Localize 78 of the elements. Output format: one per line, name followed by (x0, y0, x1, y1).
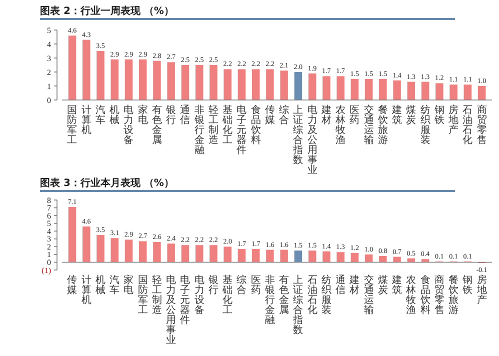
y-tick-label: 2 (47, 242, 51, 252)
x-tick-label: 传媒 (264, 105, 275, 126)
x-tick-label: 轻工制造 (152, 274, 162, 316)
x-tick-label: 电子元器件 (180, 274, 190, 326)
y-tick-label: 0 (47, 258, 51, 268)
x-tick-label: 交通运输 (364, 274, 374, 316)
x-tick-label: 建筑 (391, 104, 402, 126)
x-tick-label: 有色金属 (152, 104, 162, 146)
x-tick-label: 银行 (207, 275, 218, 296)
x-tick-label: 钢铁 (433, 105, 444, 126)
x-tick-label: 机械 (95, 274, 106, 296)
x-tick-label: 银行 (165, 105, 176, 126)
x-tick-label: 综合 (236, 274, 247, 296)
x-tick-label: 汽车 (95, 104, 106, 126)
x-tick-label: 商贸零售 (476, 104, 487, 146)
y-tick-label: 3 (47, 234, 51, 244)
x-tick-label: 食品饮料 (250, 104, 261, 146)
x-tick-label: 国防军工 (138, 275, 148, 316)
x-tick-label: 煤炭 (406, 104, 416, 126)
x-tick-label: 通信 (180, 104, 190, 126)
x-tick-label: 纺织服装 (321, 274, 332, 316)
x-tick-label: 电力及公用事业 (166, 274, 176, 346)
x-tick-label: 通信 (336, 274, 346, 296)
x-tick-label: 汽车 (110, 274, 120, 296)
x-tick-label: 国防军工 (67, 105, 78, 146)
y-tick-label: 6 (47, 211, 51, 220)
y-tick-label: 4 (47, 226, 51, 236)
x-tick-label: 轻工制造 (208, 104, 218, 146)
x-tick-label: 餐饮旅游 (376, 104, 388, 146)
x-tick-label: 商贸零售 (434, 274, 444, 316)
x-tick-label: 医药 (250, 275, 261, 296)
x-tick-label: 上证综合指数 (292, 104, 304, 166)
y-tick-label: 3 (47, 54, 51, 63)
x-tick-label: 建材 (348, 274, 360, 296)
x-tick-label: 家电 (124, 274, 134, 296)
y-tick-label: 4 (47, 40, 51, 49)
x-tick-label: 餐饮旅游 (448, 274, 459, 316)
y-tick-label: 1 (47, 82, 51, 91)
x-tick-label: 上证综合指数 (292, 274, 304, 336)
x-tick-label: 农林牧渔 (334, 105, 346, 146)
x-tick-label: 电力及公用事业 (307, 104, 318, 176)
x-tick-label: 基础化工 (222, 104, 233, 146)
x-tick-label: 石油石化 (462, 105, 473, 146)
x-tick-label: 房地产 (448, 104, 459, 136)
chart-title: 图表 2：行业一周表现 （%） (40, 5, 174, 17)
x-tick-label: 石油石化 (307, 275, 318, 316)
x-tick-label: 电子元器件 (236, 104, 247, 156)
x-tick-label: 农林牧渔 (405, 275, 416, 316)
x-tick-label: 基础化工 (222, 274, 233, 316)
x-tick-label: 非银行金融 (193, 104, 204, 156)
x-tick-label: 纺织服装 (420, 104, 430, 146)
y-tick-label: 2 (47, 68, 51, 77)
x-tick-label: 传媒 (67, 275, 78, 296)
x-tick-label: 房地产 (476, 274, 487, 306)
y-tick-label: 5 (47, 219, 51, 228)
x-tick-label: 计算机 (81, 104, 92, 136)
x-tick-label: 家电 (138, 104, 148, 126)
x-tick-label: 机械 (110, 104, 120, 126)
x-tick-label: 电力设备 (194, 274, 204, 316)
chart-title: 图表 3：行业本月表现 （%） (40, 177, 174, 189)
y-tick-label: 8 (47, 196, 51, 205)
x-tick-label: 建筑 (391, 274, 402, 296)
x-tick-label: 电力设备 (124, 104, 134, 146)
x-tick-label: 医药 (350, 105, 360, 126)
x-tick-label: 计算机 (81, 274, 92, 306)
x-tick-label: 有色金属 (279, 274, 290, 316)
x-tick-label: 食品饮料 (419, 274, 430, 316)
x-tick-label: 钢铁 (462, 275, 473, 296)
y-tick-label: 7 (47, 204, 51, 213)
x-tick-label: 煤炭 (378, 274, 388, 296)
y-tick-label: 1 (47, 250, 51, 260)
x-tick-label: 交通运输 (364, 104, 374, 146)
y-tick-label: (1) (42, 266, 52, 275)
x-tick-label: 综合 (279, 104, 290, 126)
y-tick-label: 0 (47, 96, 51, 105)
y-tick-label: 5 (47, 26, 51, 35)
x-tick-label: 建材 (320, 104, 332, 126)
x-tick-label: 非银行金融 (264, 274, 275, 326)
